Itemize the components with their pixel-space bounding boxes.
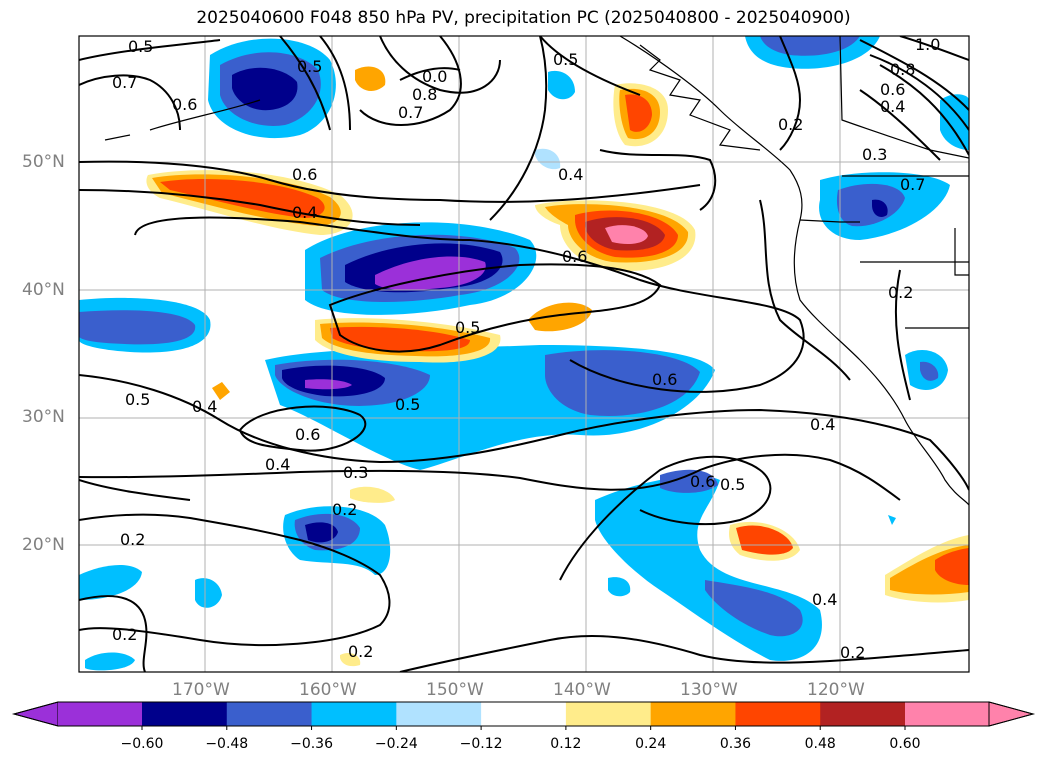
contour-label: 0.3 <box>343 463 368 482</box>
graticule <box>79 36 969 672</box>
contour-label: 0.6 <box>295 425 320 444</box>
contour-label: 0.4 <box>192 397 217 416</box>
map-frame <box>78 35 970 673</box>
map-title: 2025040600 F048 850 hPa PV, precipitatio… <box>196 8 851 28</box>
contour-label: 0.2 <box>120 530 145 549</box>
contour-label: 0.7 <box>900 175 925 194</box>
colorbar-bin <box>226 702 313 726</box>
colorbar-bin <box>58 702 142 726</box>
colorbar-tick-label: 0.24 <box>635 736 667 752</box>
colorbar-bin <box>905 702 989 726</box>
contour-label: 0.8 <box>412 85 437 104</box>
colorbar-bin <box>565 702 652 726</box>
colorbar-extend-low <box>12 701 59 727</box>
contour-label: 0.5 <box>553 50 578 69</box>
colorbar-tick-label: 0.36 <box>719 736 752 752</box>
lon-label-130w: 130°W <box>680 680 738 700</box>
contour-label: 0.2 <box>348 642 373 661</box>
contour-label: 0.5 <box>297 57 322 76</box>
contour-label: 0.4 <box>265 455 290 474</box>
colorbar-bin <box>820 702 906 726</box>
contour-label: 0.2 <box>778 115 803 134</box>
contour-label: 0.7 <box>112 73 137 92</box>
contour-label: 0.7 <box>398 103 423 122</box>
contour-label: 0.2 <box>888 283 913 302</box>
contour-label: 0.6 <box>562 247 587 266</box>
contour-label: 0.5 <box>395 395 420 414</box>
colorbar-tick-label: −0.48 <box>205 736 249 752</box>
contour-label: 0.6 <box>292 165 317 184</box>
colorbar-bin <box>311 702 397 726</box>
contour-label: 0.4 <box>558 165 583 184</box>
colorbar-extend-high <box>988 701 1035 727</box>
lon-label-140w: 140°W <box>553 680 611 700</box>
contour-label: 0.4 <box>880 97 905 116</box>
coastline <box>104 36 969 506</box>
colorbar-bin <box>481 702 567 726</box>
contour-label: 0.4 <box>810 415 835 434</box>
contour-label: 0.6 <box>652 370 677 389</box>
lat-label-30n: 30°N <box>22 407 65 427</box>
contour-label: 0.8 <box>890 60 915 79</box>
lon-label-170w: 170°W <box>172 680 230 700</box>
lon-label-160w: 160°W <box>299 680 357 700</box>
contour-label: 0.6 <box>880 80 905 99</box>
colorbar-bin <box>142 702 228 726</box>
lon-label-150w: 150°W <box>426 680 484 700</box>
contour-label: 0.2 <box>840 643 865 662</box>
colorbar-tick-label: 0.60 <box>889 736 921 752</box>
contour-label: 0.2 <box>112 625 137 644</box>
colorbar-tick-label: −0.24 <box>374 736 418 752</box>
colorbar-tick-label: −0.60 <box>120 736 164 752</box>
colorbar-bin <box>735 702 821 726</box>
contour-label: 0.6 <box>172 95 197 114</box>
contour-label: 0.2 <box>332 500 357 519</box>
lat-label-20n: 20°N <box>22 535 65 555</box>
lon-label-120w: 120°W <box>807 680 865 700</box>
contour-label: 0.0 <box>422 67 447 86</box>
contour-label: 1.0 <box>915 35 940 54</box>
colorbar-tick-label: 0.12 <box>550 736 582 752</box>
contour-label: 0.5 <box>128 37 153 56</box>
colorbar-tick-label: −0.12 <box>459 736 503 752</box>
colorbar <box>12 701 1035 730</box>
contour-labels: 0.50.70.60.50.00.80.70.50.20.40.60.40.60… <box>112 35 940 662</box>
colorbar-tick-label: −0.36 <box>290 736 333 752</box>
contour-label: 0.3 <box>862 145 887 164</box>
contour-label: 0.5 <box>125 390 150 409</box>
contour-label: 0.5 <box>455 318 480 337</box>
lat-label-50n: 50°N <box>22 152 65 172</box>
colorbar-bin <box>650 702 736 726</box>
negative-precip-shading <box>79 36 969 671</box>
lat-label-40n: 40°N <box>22 280 65 300</box>
contour-label: 0.6 <box>690 472 715 491</box>
contour-label: 0.4 <box>292 203 317 222</box>
colorbar-tick-label: 0.48 <box>804 736 836 752</box>
contour-label: 0.4 <box>812 590 837 609</box>
pv-contours <box>79 36 969 672</box>
contour-label: 0.5 <box>720 475 745 494</box>
colorbar-bin <box>396 702 482 726</box>
